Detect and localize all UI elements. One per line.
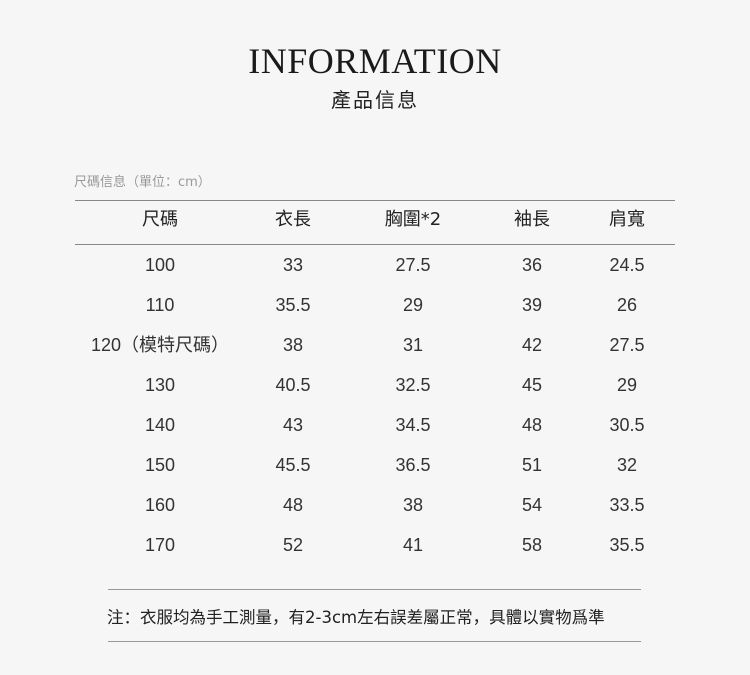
table-cell: 26 xyxy=(616,295,638,315)
table-cell: 58 xyxy=(521,535,543,555)
table-cell: 29 xyxy=(616,375,638,395)
table-row: 100 33 27.5 36 24.5 xyxy=(75,245,675,285)
table-cell: 48 xyxy=(521,415,543,435)
table-cell: 170 xyxy=(144,535,176,555)
table-cell: 36.5 xyxy=(395,455,431,475)
table-caption: 尺碼信息（單位：cm） xyxy=(74,175,211,190)
table-cell: 41 xyxy=(402,535,424,555)
table-cell: 45.5 xyxy=(275,455,311,475)
table-cell: 51 xyxy=(521,455,543,475)
note-bottom-divider xyxy=(108,641,641,642)
table-cell: 120（模特尺碼） xyxy=(90,335,230,355)
table-row: 160 48 38 54 33.5 xyxy=(75,485,675,525)
table-cell: 150 xyxy=(144,455,176,475)
table-row: 140 43 34.5 48 30.5 xyxy=(75,405,675,445)
table-row: 120（模特尺碼） 38 31 42 27.5 xyxy=(75,325,675,365)
table-cell: 110 xyxy=(145,295,175,315)
table-cell: 38 xyxy=(402,495,424,515)
table-cell: 42 xyxy=(521,335,543,355)
table-cell: 27.5 xyxy=(395,255,431,275)
table-cell: 27.5 xyxy=(609,335,645,355)
page-title: INFORMATION xyxy=(248,41,502,81)
table-cell: 39 xyxy=(521,295,543,315)
table-cell: 32.5 xyxy=(395,375,431,395)
table-cell: 35.5 xyxy=(609,535,645,555)
table-cell: 36 xyxy=(521,255,543,275)
measurement-note: 注：衣服均為手工測量，有2-3cm左右誤差屬正常，具體以實物爲準 xyxy=(107,608,605,627)
table-cell: 43 xyxy=(282,415,304,435)
table-cell: 29 xyxy=(402,295,424,315)
table-cell: 40.5 xyxy=(275,375,311,395)
table-cell: 130 xyxy=(144,375,176,395)
table-row: 130 40.5 32.5 45 29 xyxy=(75,365,675,405)
table-cell: 31 xyxy=(402,335,424,355)
column-header: 肩寬 xyxy=(609,209,645,230)
table-cell: 38 xyxy=(282,335,304,355)
table-cell: 140 xyxy=(144,415,176,435)
page-subtitle: 產品信息 xyxy=(331,88,419,112)
table-cell: 34.5 xyxy=(395,415,431,435)
header-divider xyxy=(75,244,675,245)
table-cell: 33.5 xyxy=(609,495,645,515)
column-header: 尺碼 xyxy=(142,209,178,230)
note-top-divider xyxy=(108,589,641,590)
table-cell: 33 xyxy=(282,255,304,275)
column-header: 胸圍*2 xyxy=(384,209,442,230)
table-cell: 100 xyxy=(144,255,176,275)
table-cell: 52 xyxy=(282,535,304,555)
table-cell: 35.5 xyxy=(275,295,311,315)
table-cell: 24.5 xyxy=(609,255,645,275)
table-cell: 48 xyxy=(282,495,304,515)
table-cell: 30.5 xyxy=(609,415,645,435)
table-top-divider xyxy=(75,200,675,201)
table-row: 170 52 41 58 35.5 xyxy=(75,525,675,565)
column-header: 袖長 xyxy=(514,209,550,230)
table-cell: 160 xyxy=(144,495,176,515)
table-header: 尺碼 衣長 胸圍*2 袖長 肩寬 xyxy=(75,200,675,240)
table-row: 150 45.5 36.5 51 32 xyxy=(75,445,675,485)
table-cell: 45 xyxy=(521,375,543,395)
table-cell: 32 xyxy=(616,455,638,475)
table-row: 110 35.5 29 39 26 xyxy=(75,285,675,325)
column-header: 衣長 xyxy=(275,209,311,230)
table-cell: 54 xyxy=(521,495,543,515)
